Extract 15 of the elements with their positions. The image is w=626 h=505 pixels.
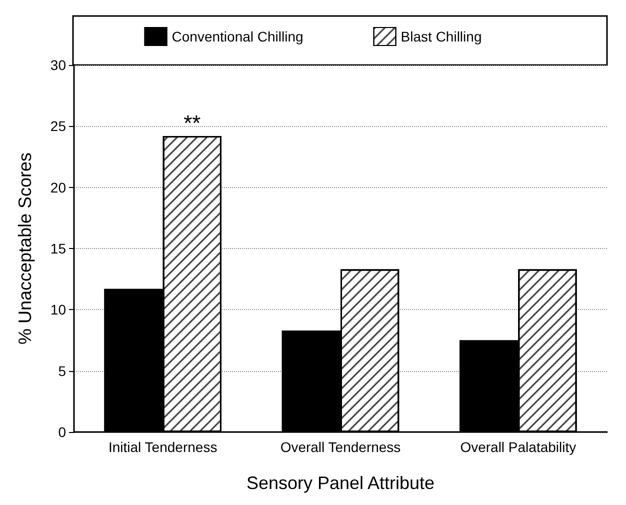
y-tick-label: 25 [50,118,66,134]
y-tick-label: 10 [50,302,66,318]
annotation: ** [184,110,202,136]
y-tick-label: 30 [50,57,66,73]
y-tick-label: 0 [58,424,66,440]
legend-label: Blast Chilling [400,28,482,44]
legend-label: Conventional Chilling [172,28,304,44]
x-tick-label: Overall Palatability [460,439,576,455]
x-axis-title: Sensory Panel Attribute [246,473,435,493]
y-tick-label: 15 [50,240,66,256]
y-tick-label: 5 [58,362,66,379]
y-axis-title: % Unacceptable Scores [15,152,35,345]
y-tick-label: 20 [50,179,66,196]
x-tick-label: Initial Tenderness [108,439,218,455]
x-tick-label: Overall Tenderness [280,439,401,455]
